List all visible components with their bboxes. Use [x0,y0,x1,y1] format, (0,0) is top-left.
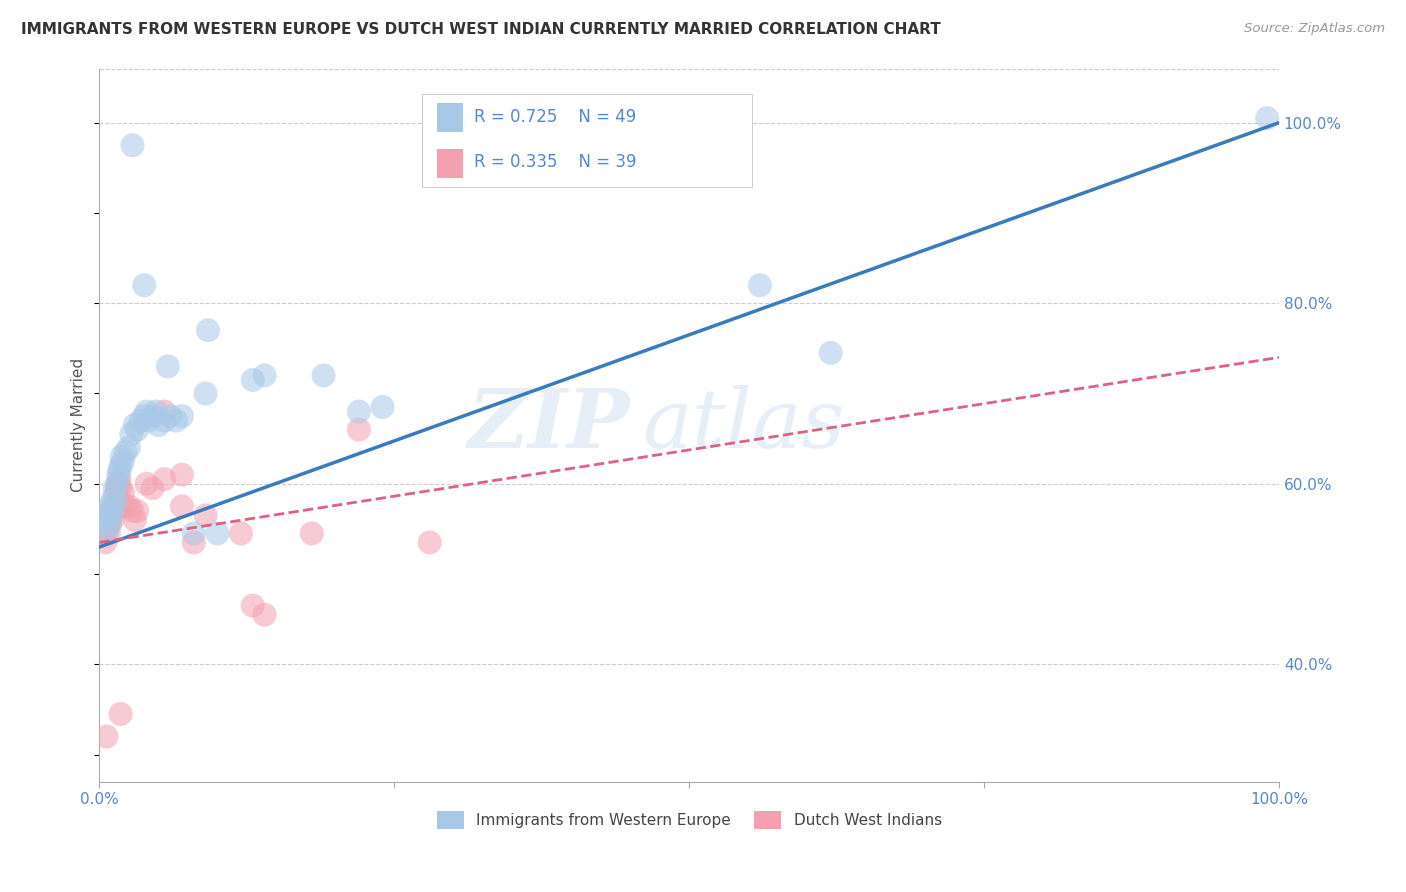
Point [98,513,121,527]
Point [183,526,205,541]
Point [110,706,132,721]
Point [94,504,117,518]
Point [101,504,124,518]
Point [170,467,193,482]
Point [820,346,842,360]
Point [120,427,142,442]
Point [101,513,124,527]
Point [153,413,176,427]
Point [347,423,370,437]
Point [134,278,156,293]
Point [107,467,129,482]
Point [91,517,114,532]
Point [97,526,120,541]
Point [98,517,121,532]
Point [127,423,149,437]
Point [96,508,118,523]
Point [170,409,193,423]
Point [242,599,264,613]
Point [111,454,134,468]
Point [156,359,179,374]
Point [170,500,193,514]
Point [114,445,136,459]
Point [148,418,170,433]
Point [110,458,132,473]
Point [97,500,120,514]
Point [93,526,115,541]
Point [111,500,134,514]
Point [121,504,143,518]
Point [105,481,128,495]
Point [118,500,141,514]
Point [207,526,229,541]
Point [134,409,156,423]
Point [194,386,217,401]
Text: R = 0.335    N = 39: R = 0.335 N = 39 [474,153,637,171]
Point [229,526,252,541]
Point [104,500,127,514]
Text: R = 0.725    N = 49: R = 0.725 N = 49 [474,108,636,126]
Point [124,513,146,527]
Point [371,400,394,414]
Point [114,500,136,514]
Point [104,481,127,495]
Point [110,481,132,495]
Point [108,463,131,477]
Point [108,472,131,486]
Legend: Immigrants from Western Europe, Dutch West Indians: Immigrants from Western Europe, Dutch We… [430,805,948,835]
Point [1256,111,1278,125]
Text: atlas: atlas [643,385,845,465]
Point [118,441,141,455]
Point [135,476,157,491]
Point [749,278,772,293]
Point [104,491,127,505]
Point [153,404,176,418]
Point [141,481,163,495]
Point [93,513,115,527]
Point [138,413,160,427]
Point [103,491,125,505]
Point [100,504,122,518]
Point [129,413,152,427]
Point [97,508,120,523]
Y-axis label: Currently Married: Currently Married [72,358,86,492]
Point [111,485,134,500]
Point [96,526,118,541]
Text: Source: ZipAtlas.com: Source: ZipAtlas.com [1244,22,1385,36]
Point [127,504,149,518]
Point [135,404,157,418]
Point [419,535,441,549]
Point [301,526,323,541]
Point [97,517,120,532]
Point [347,404,370,418]
Point [165,413,187,427]
Point [121,138,143,153]
Point [103,500,125,514]
Text: IMMIGRANTS FROM WESTERN EUROPE VS DUTCH WEST INDIAN CURRENTLY MARRIED CORRELATIO: IMMIGRANTS FROM WESTERN EUROPE VS DUTCH … [21,22,941,37]
Point [242,373,264,387]
Point [312,368,335,383]
Point [107,476,129,491]
Point [183,535,205,549]
Point [91,517,114,532]
Point [253,607,276,622]
Point [141,409,163,423]
Point [111,450,134,464]
Point [96,730,118,744]
Point [153,472,176,486]
Point [100,508,122,523]
Point [159,409,181,423]
Point [194,508,217,523]
Point [145,404,167,418]
Point [253,368,276,383]
Text: ZIP: ZIP [468,385,630,465]
Point [105,476,128,491]
Point [104,495,127,509]
Point [94,535,117,549]
Point [197,323,219,337]
Point [124,418,146,433]
